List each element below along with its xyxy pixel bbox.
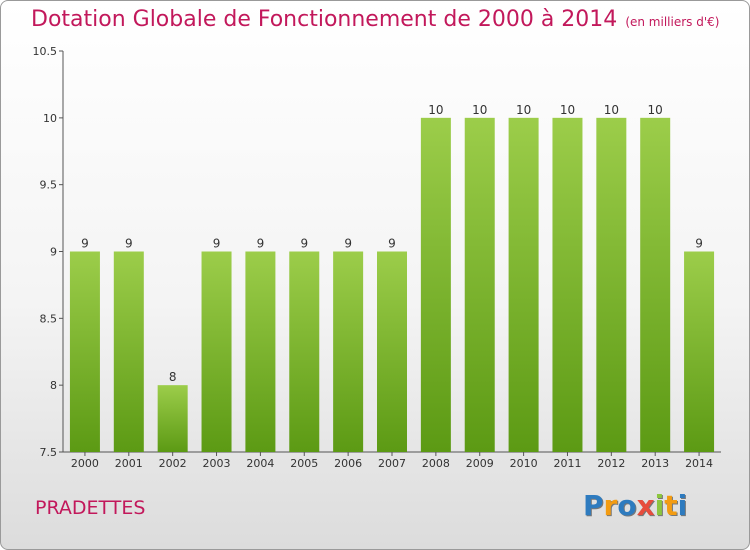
bars [69, 117, 715, 452]
logo-letter: r [603, 489, 618, 522]
bar-2005 [289, 251, 320, 452]
bar-2014 [684, 251, 715, 452]
value-label: 10 [428, 103, 443, 117]
bar-2001 [113, 251, 144, 452]
chart-title: Dotation Globale de Fonctionnement de 20… [31, 7, 719, 32]
x-tick-label: 2000 [71, 457, 99, 470]
value-label: 9 [695, 237, 703, 251]
value-label: 10 [604, 103, 619, 117]
logo-letter: P [583, 489, 604, 522]
x-tick-label: 2014 [685, 457, 713, 470]
y-tick-label: 8 [50, 379, 57, 392]
value-label: 10 [516, 103, 531, 117]
bar-2011 [552, 117, 583, 452]
x-tick-label: 2012 [597, 457, 625, 470]
bar-2003 [201, 251, 232, 452]
x-tick-labels: 2000 2001 2002 2003 2004 2005 2006 2007 2008 2009… [71, 452, 713, 470]
x-tick-label: 2001 [115, 457, 143, 470]
value-label: 9 [300, 237, 308, 251]
bar-2002 [157, 385, 188, 452]
title-text: Dotation Globale de Fonctionnement de 20… [31, 7, 618, 32]
bar-2006 [333, 251, 364, 452]
logo-letter: t [664, 489, 678, 522]
value-label: 9 [257, 237, 265, 251]
value-label: 10 [648, 103, 663, 117]
bar-2000 [69, 251, 100, 452]
bar-2013 [640, 117, 671, 452]
value-label: 9 [388, 237, 396, 251]
value-label: 9 [344, 237, 352, 251]
value-labels: 9 9 8 9 9 9 9 9 10 10 10 10 10 10 9 [81, 103, 703, 384]
y-tick-label: 8.5 [40, 312, 58, 325]
x-tick-label: 2013 [641, 457, 669, 470]
bar-2004 [245, 251, 276, 452]
x-tick-label: 2009 [466, 457, 494, 470]
logo-letter: i [654, 489, 665, 522]
y-tick-labels: 7.5 8 8.5 9 9.5 10 10.5 [33, 45, 63, 459]
bar-2008 [420, 117, 451, 452]
x-tick-label: 2008 [422, 457, 450, 470]
value-label: 9 [81, 237, 89, 251]
bar-2009 [464, 117, 495, 452]
value-label: 9 [213, 237, 221, 251]
y-tick-label: 10 [43, 112, 57, 125]
bar-2007 [377, 251, 407, 452]
y-tick-label: 9 [50, 246, 57, 259]
value-label: 8 [169, 370, 177, 384]
commune-name: PRADETTES [35, 497, 146, 519]
value-label: 10 [560, 103, 575, 117]
x-tick-label: 2003 [203, 457, 231, 470]
bar-2012 [596, 117, 627, 452]
value-label: 10 [472, 103, 487, 117]
proxiti-logo[interactable]: Proxiti [583, 489, 687, 522]
value-label: 9 [125, 237, 133, 251]
x-tick-label: 2011 [553, 457, 581, 470]
x-tick-label: 2007 [378, 457, 406, 470]
x-tick-label: 2004 [246, 457, 274, 470]
y-tick-label: 7.5 [40, 446, 58, 459]
logo-letter: x [636, 489, 655, 522]
bar-2010 [508, 117, 539, 452]
x-tick-label: 2005 [290, 457, 318, 470]
logo-letter: i [677, 489, 688, 522]
x-tick-label: 2010 [510, 457, 538, 470]
y-tick-label: 9.5 [40, 179, 58, 192]
x-tick-label: 2006 [334, 457, 362, 470]
logo-letter: o [617, 489, 637, 522]
y-tick-label: 10.5 [33, 45, 58, 58]
x-tick-label: 2002 [159, 457, 187, 470]
unit-label: (en milliers d'€) [625, 15, 720, 29]
